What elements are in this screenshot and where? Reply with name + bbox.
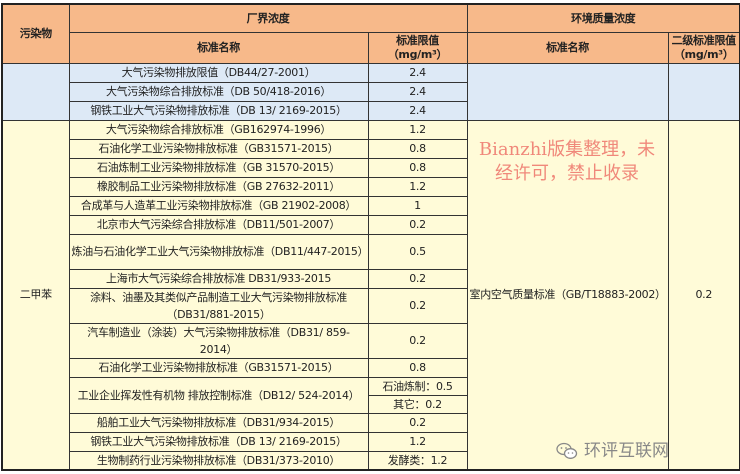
standard-limit: 2.4 <box>367 100 468 121</box>
header-limit: 标准限值（mg/m³） <box>367 31 468 64</box>
standard-name: 涂料、油墨及其类似产品制造工业大气污染物排放标准（DB31/881-2015） <box>68 287 369 324</box>
standard-name: 石油化学工业污染物排放标准（GB31571-2015） <box>68 357 369 378</box>
standard-name: 石油化学工业污染物排放标准（GB31571-2015） <box>68 138 369 159</box>
header-env-limit: 二级标准限值（mg/m³） <box>667 31 740 64</box>
header-std-name: 标准名称 <box>68 31 369 64</box>
env-standard-limit: 0.2 <box>667 119 740 471</box>
standard-name: 大气污染物综合排放标准（GB162974-1996） <box>68 119 369 140</box>
standard-limit: 2.4 <box>367 62 468 83</box>
standard-limit: 0.8 <box>367 157 468 178</box>
standard-limit: 1.2 <box>367 176 468 197</box>
header-env-std-name: 标准名称 <box>466 31 669 64</box>
pollutant-cell <box>1 62 70 121</box>
standard-name: 钢铁工业大气污染物排放标准（DB 13/ 2169-2015） <box>68 431 369 452</box>
standard-name: 大气污染物排放限值（DB44/27-2001） <box>68 62 369 83</box>
standard-limit: 1.2 <box>367 431 468 452</box>
standard-limit: 0.8 <box>367 357 468 378</box>
standard-limit: 2.4 <box>367 81 468 102</box>
standard-name: 钢铁工业大气污染物排放标准（DB 13/ 2169-2015） <box>68 100 369 121</box>
standard-limit: 0.5 <box>367 233 468 270</box>
standard-limit: 石油炼制：0.5 <box>367 376 468 396</box>
standard-name: 北京市大气污染综合排放标准（DB11/501-2007） <box>68 214 369 235</box>
logo-text: 环评互联网 <box>584 441 669 461</box>
logo: 环评互联网 <box>556 440 669 462</box>
standard-name: 石油炼制工业污染物排放标准（GB 31570-2015） <box>68 157 369 178</box>
standard-name: 工业企业挥发性有机物 排放控制标准（DB12/ 524-2014） <box>68 376 369 414</box>
header-boundary: 厂界浓度 <box>68 3 468 33</box>
standard-limit: 发酵类：1.2 <box>367 450 468 471</box>
standard-limit: 0.2 <box>367 268 468 289</box>
header-pollutant: 污染物 <box>1 3 70 64</box>
standard-limit: 0.8 <box>367 138 468 159</box>
standards-table: 污染物 厂界浓度 环境质量浓度 标准名称 标准限值（mg/m³） 标准名称 二级… <box>1 3 740 471</box>
standard-limit: 0.2 <box>367 412 468 433</box>
env-standard-name: 室内空气质量标准（GB/T18883-2002） <box>466 119 669 471</box>
standard-name: 汽车制造业（涂装）大气污染物排放标准（DB31/ 859-2014） <box>68 322 369 359</box>
standard-name: 生物制药行业污染物排放标准（DB31/373-2010） <box>68 450 369 471</box>
standard-limit: 1.2 <box>367 119 468 140</box>
header-environment: 环境质量浓度 <box>466 3 740 33</box>
standard-name: 橡胶制品工业污染物排放标准（GB 27632-2011） <box>68 176 369 197</box>
table-row: 二甲苯 大气污染物综合排放标准（GB162974-1996） 1.2 室内空气质量标准… <box>1 119 740 471</box>
wechat-icon <box>556 442 578 459</box>
standard-name: 炼油与石油化学工业大气污染物排放标准（DB11/447-2015） <box>68 233 369 270</box>
standard-limit: 0.2 <box>367 214 468 235</box>
env-standard-limit <box>667 62 740 121</box>
standard-limit: 1 <box>367 195 468 216</box>
pollutant-cell: 二甲苯 <box>1 119 70 471</box>
standard-name: 合成革与人造革工业污染物排放标准（GB 21902-2008） <box>68 195 369 216</box>
standard-name: 船舶工业大气污染物排放标准（DB31/934-2015） <box>68 412 369 433</box>
standard-limit: 其它：0.2 <box>367 394 468 414</box>
standard-name: 上海市大气污染综合排放标准 DB31/933-2015 <box>68 268 369 289</box>
table-row: 大气污染物排放限值（DB44/27-2001） 2.4 <box>1 62 740 121</box>
env-standard-name <box>466 62 669 121</box>
standard-limit: 0.2 <box>367 287 468 324</box>
standard-limit: 0.2 <box>367 322 468 359</box>
standard-name: 大气污染物综合排放标准（DB 50/418-2016） <box>68 81 369 102</box>
